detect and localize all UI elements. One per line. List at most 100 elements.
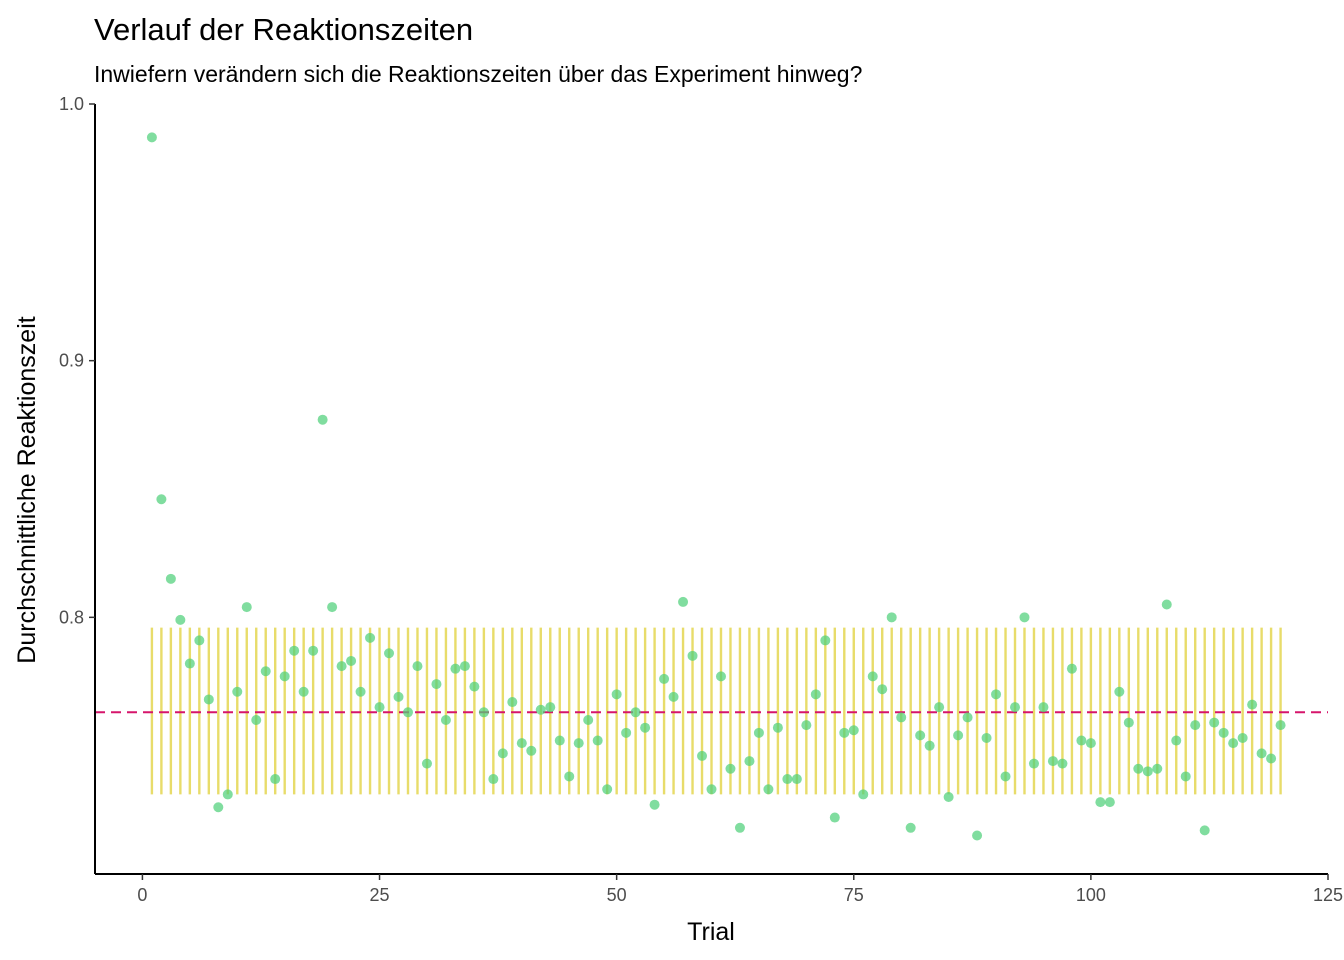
data-point (924, 740, 935, 751)
data-point (412, 661, 423, 672)
data-point (1038, 702, 1049, 713)
data-point (346, 655, 357, 666)
data-point (384, 648, 395, 659)
data-point (488, 774, 499, 785)
data-point (829, 812, 840, 823)
data-point (251, 715, 262, 725)
data-point (602, 784, 613, 795)
data-point (687, 650, 698, 661)
data-point (915, 730, 926, 741)
data-point (715, 671, 726, 682)
x-axis-title: Trial (687, 918, 735, 946)
data-point (1152, 763, 1163, 774)
data-point (1085, 738, 1096, 749)
data-point (203, 694, 214, 705)
data-point (289, 645, 300, 656)
y-tick-label: 1.0 (59, 94, 84, 114)
data-point (545, 702, 556, 713)
data-point (1218, 727, 1229, 738)
data-point (744, 756, 755, 767)
data-point (621, 727, 632, 738)
data-point (1028, 758, 1039, 769)
y-tick-label: 0.8 (59, 607, 84, 627)
x-tick-label: 25 (370, 885, 390, 905)
data-point (782, 774, 793, 785)
data-point (516, 738, 527, 749)
data-point (1076, 735, 1087, 746)
data-point (1123, 717, 1134, 728)
data-point (165, 573, 176, 584)
data-point (1104, 797, 1115, 808)
x-tick-label: 50 (607, 885, 627, 905)
data-point (554, 735, 565, 746)
data-point (1266, 753, 1277, 764)
data-point (327, 602, 338, 613)
data-point (184, 658, 195, 669)
data-point (1190, 720, 1201, 731)
x-tick-label: 100 (1076, 885, 1106, 905)
data-point (213, 802, 224, 813)
data-point (431, 679, 442, 690)
data-point (526, 745, 537, 756)
data-points (146, 132, 1286, 841)
data-point (1133, 763, 1144, 774)
data-point (355, 686, 366, 697)
data-point (886, 612, 897, 623)
data-point (592, 735, 603, 746)
data-point (991, 689, 1002, 700)
data-point (734, 822, 745, 833)
data-point (896, 712, 907, 723)
data-point (706, 784, 717, 795)
data-point (1057, 758, 1068, 769)
x-tick-label: 125 (1313, 885, 1343, 905)
data-point (270, 774, 281, 785)
data-point (905, 822, 916, 833)
data-point (867, 671, 878, 682)
data-point (839, 727, 850, 738)
data-point (583, 715, 594, 725)
data-point (298, 686, 309, 697)
data-point (801, 720, 812, 731)
x-tick-label: 0 (137, 885, 147, 905)
data-point (222, 789, 233, 800)
data-point (763, 784, 774, 795)
data-point (1142, 766, 1153, 777)
data-point (934, 702, 945, 713)
data-point (260, 666, 271, 677)
data-point (1047, 756, 1058, 767)
data-point (450, 663, 461, 674)
data-point (497, 748, 508, 759)
data-point (459, 661, 470, 672)
data-point (1019, 612, 1030, 623)
data-point (1010, 702, 1021, 713)
data-point (640, 722, 651, 733)
data-point (1199, 825, 1210, 836)
data-point (535, 704, 546, 715)
data-point (194, 635, 205, 646)
data-point (1247, 699, 1258, 710)
data-point (877, 684, 888, 695)
data-point (564, 771, 575, 782)
data-point (507, 697, 518, 708)
data-point (393, 691, 404, 702)
data-point (725, 763, 736, 774)
data-point (308, 645, 319, 656)
data-point (1000, 771, 1011, 782)
data-point (820, 635, 831, 646)
data-point (753, 727, 764, 738)
data-point (1095, 797, 1106, 808)
data-point (649, 799, 660, 810)
data-point (772, 722, 783, 733)
data-point (478, 707, 489, 718)
data-point (279, 671, 290, 682)
data-point (697, 750, 708, 761)
data-point (241, 602, 252, 613)
data-point (848, 725, 859, 736)
chart-subtitle: Inwiefern verändern sich die Reaktionsze… (94, 61, 862, 87)
data-point (573, 738, 584, 749)
data-point (630, 707, 641, 718)
data-point (678, 596, 689, 607)
data-point (1114, 686, 1125, 697)
data-point (668, 691, 679, 702)
